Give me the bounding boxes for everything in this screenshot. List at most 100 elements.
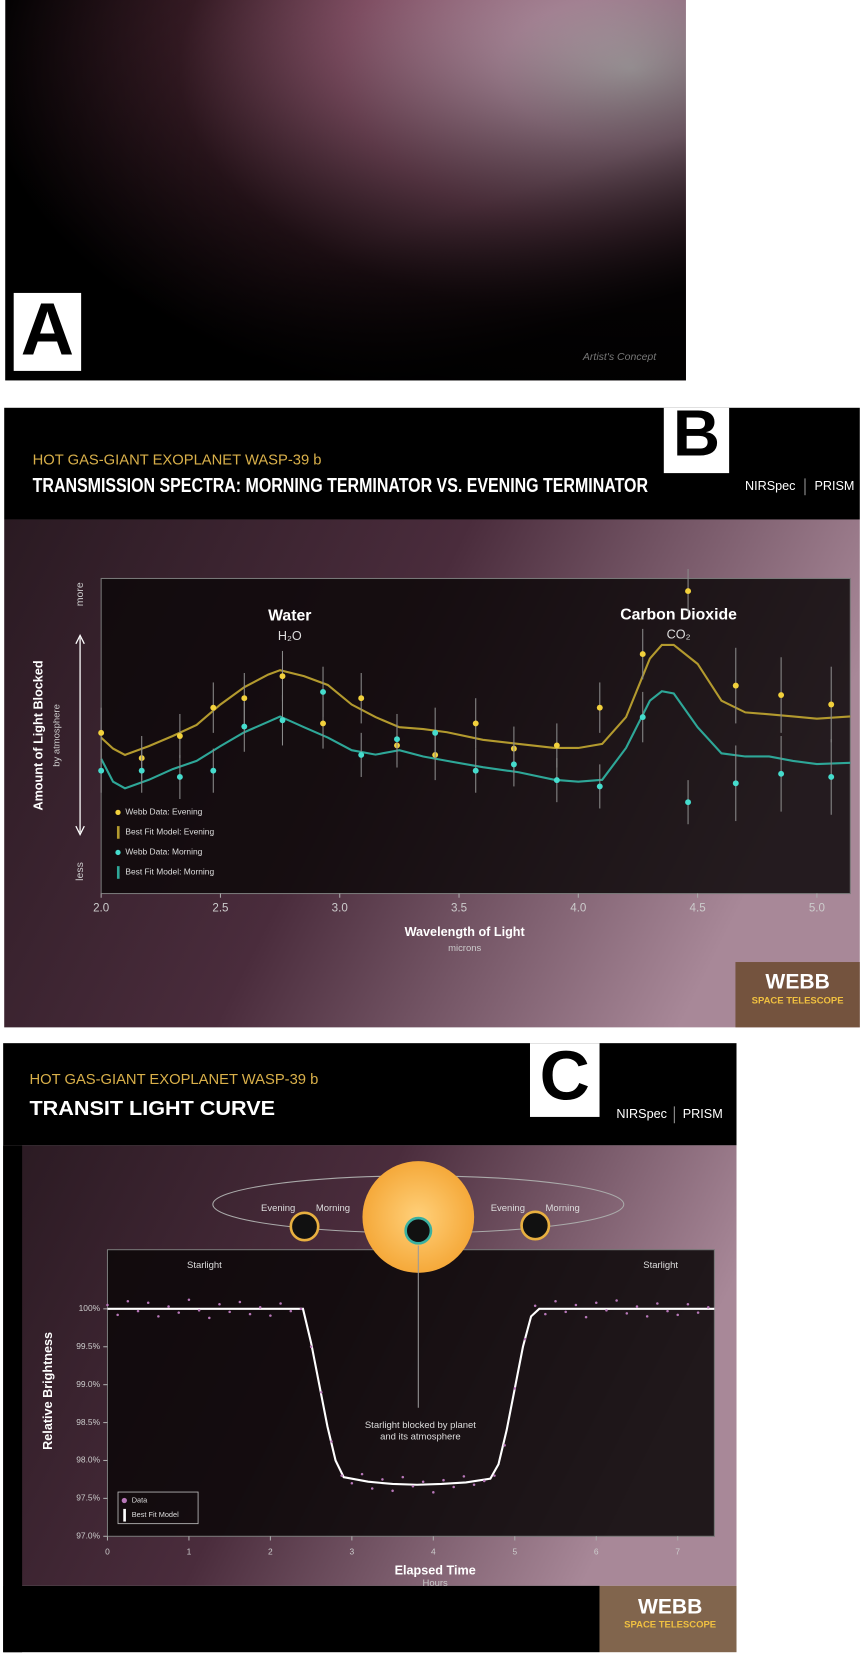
data-point	[248, 1312, 252, 1316]
data-point	[686, 1303, 690, 1306]
data-point	[482, 1479, 486, 1483]
data-point	[176, 733, 183, 739]
data-point	[350, 1481, 354, 1485]
panel-label: A	[21, 288, 74, 371]
panel-label: C	[540, 1036, 590, 1114]
data-point	[116, 1313, 119, 1317]
annotation: Starlight blocked by planet	[365, 1420, 476, 1431]
logo: WEBB	[638, 1596, 702, 1619]
panel-label: B	[673, 397, 720, 470]
logo-tagline: SPACE TELESCOPE	[624, 1619, 716, 1630]
data-point	[401, 1475, 405, 1479]
data-point	[370, 1487, 374, 1490]
mode: PRISM	[683, 1107, 723, 1121]
data-point	[452, 1485, 455, 1489]
data-point	[685, 799, 692, 806]
data-point	[320, 1390, 323, 1394]
data-point	[828, 774, 835, 780]
data-point	[666, 1309, 669, 1313]
data-point	[574, 1303, 578, 1307]
data-point	[553, 742, 560, 749]
data-point	[533, 1304, 537, 1308]
data-point	[360, 1472, 364, 1476]
panel-c: HOT GAS-GIANT EXOPLANET WASP-39 b TRANSI…	[3, 1036, 737, 1653]
x-tick-label: 4.0	[570, 902, 586, 914]
data-point	[269, 1314, 272, 1317]
data-point	[778, 692, 785, 699]
data-point	[299, 1307, 303, 1311]
y-tick-label: less	[74, 862, 86, 881]
data-point	[157, 1315, 160, 1318]
annotation: Water	[268, 608, 311, 625]
x-axis-unit: Hours	[423, 1578, 449, 1589]
data-point	[210, 767, 217, 774]
data-point	[421, 1480, 425, 1483]
panel-a: A Artist's Concept	[5, 0, 686, 381]
y-tick-label: 99.5%	[76, 1341, 100, 1351]
planet	[404, 1216, 433, 1245]
data-point	[136, 1309, 140, 1313]
legend-swatch	[123, 1508, 126, 1522]
data-point	[732, 682, 739, 689]
x-tick-label: 3	[350, 1546, 355, 1556]
instrument: NIRSpec	[616, 1107, 667, 1121]
x-tick-label: 7	[675, 1546, 680, 1556]
x-tick-label: 3.5	[451, 902, 467, 914]
y-axis-label: Relative Brightness	[41, 1332, 55, 1450]
panel-label-box	[663, 407, 730, 474]
legend-label: Webb Data: Evening	[125, 807, 202, 817]
data-point	[320, 688, 326, 695]
data-point	[238, 1300, 242, 1304]
legend-box	[117, 1491, 199, 1525]
x-tick-label: 2.5	[212, 902, 228, 914]
data-point	[106, 1303, 109, 1307]
data-point	[228, 1310, 231, 1314]
logo-tagline: SPACE TELESCOPE	[752, 996, 844, 1007]
x-axis-label: Elapsed Time	[395, 1563, 476, 1577]
x-tick-label: 2.0	[93, 902, 109, 914]
header	[3, 1043, 737, 1146]
legend-label: Best Fit Model: Morning	[125, 867, 214, 877]
data-point	[732, 780, 739, 787]
data-point	[289, 1309, 293, 1313]
data-point	[554, 1299, 557, 1303]
data-point	[411, 1484, 415, 1488]
annotation: Morning	[316, 1203, 350, 1214]
data-point	[320, 720, 326, 727]
caption: Artist's Concept	[582, 351, 657, 363]
data-point	[656, 1302, 659, 1305]
data-point	[197, 1309, 201, 1312]
data-point	[523, 1337, 527, 1341]
data-point	[639, 651, 646, 658]
y-tick-label: more	[74, 582, 86, 606]
legend-swatch	[116, 826, 120, 839]
legend-swatch	[116, 866, 120, 879]
title: TRANSMISSION SPECTRA: MORNING TERMINATOR…	[33, 475, 649, 497]
annotation: Starlight	[643, 1260, 678, 1271]
annotation: CO₂	[667, 628, 691, 642]
x-tick-label: 5.0	[809, 902, 825, 914]
data-point	[167, 1305, 170, 1308]
data-point	[639, 714, 646, 721]
panel-label-box	[529, 1043, 600, 1117]
x-tick-label: 3.0	[332, 902, 348, 914]
data-point	[146, 1301, 150, 1305]
data-point	[635, 1305, 639, 1308]
data-point	[513, 1387, 517, 1390]
data-point	[432, 729, 439, 736]
left-strip	[3, 1145, 23, 1653]
data-point	[241, 723, 248, 730]
y-tick-label: 98.5%	[76, 1417, 100, 1427]
x-tick-label: 5	[512, 1546, 517, 1556]
data-point	[210, 704, 217, 711]
logo-box	[735, 962, 860, 1028]
x-axis-label: Wavelength of Light	[405, 925, 526, 939]
data-point	[778, 770, 785, 777]
title: TRANSIT LIGHT CURVE	[30, 1098, 276, 1120]
data-point	[462, 1475, 466, 1478]
data-point	[391, 1489, 394, 1493]
legend-swatch	[115, 849, 121, 856]
bottom-strip	[3, 1585, 600, 1653]
y-axis-label: Amount of Light Blocked	[31, 660, 45, 810]
data-point	[676, 1313, 679, 1317]
